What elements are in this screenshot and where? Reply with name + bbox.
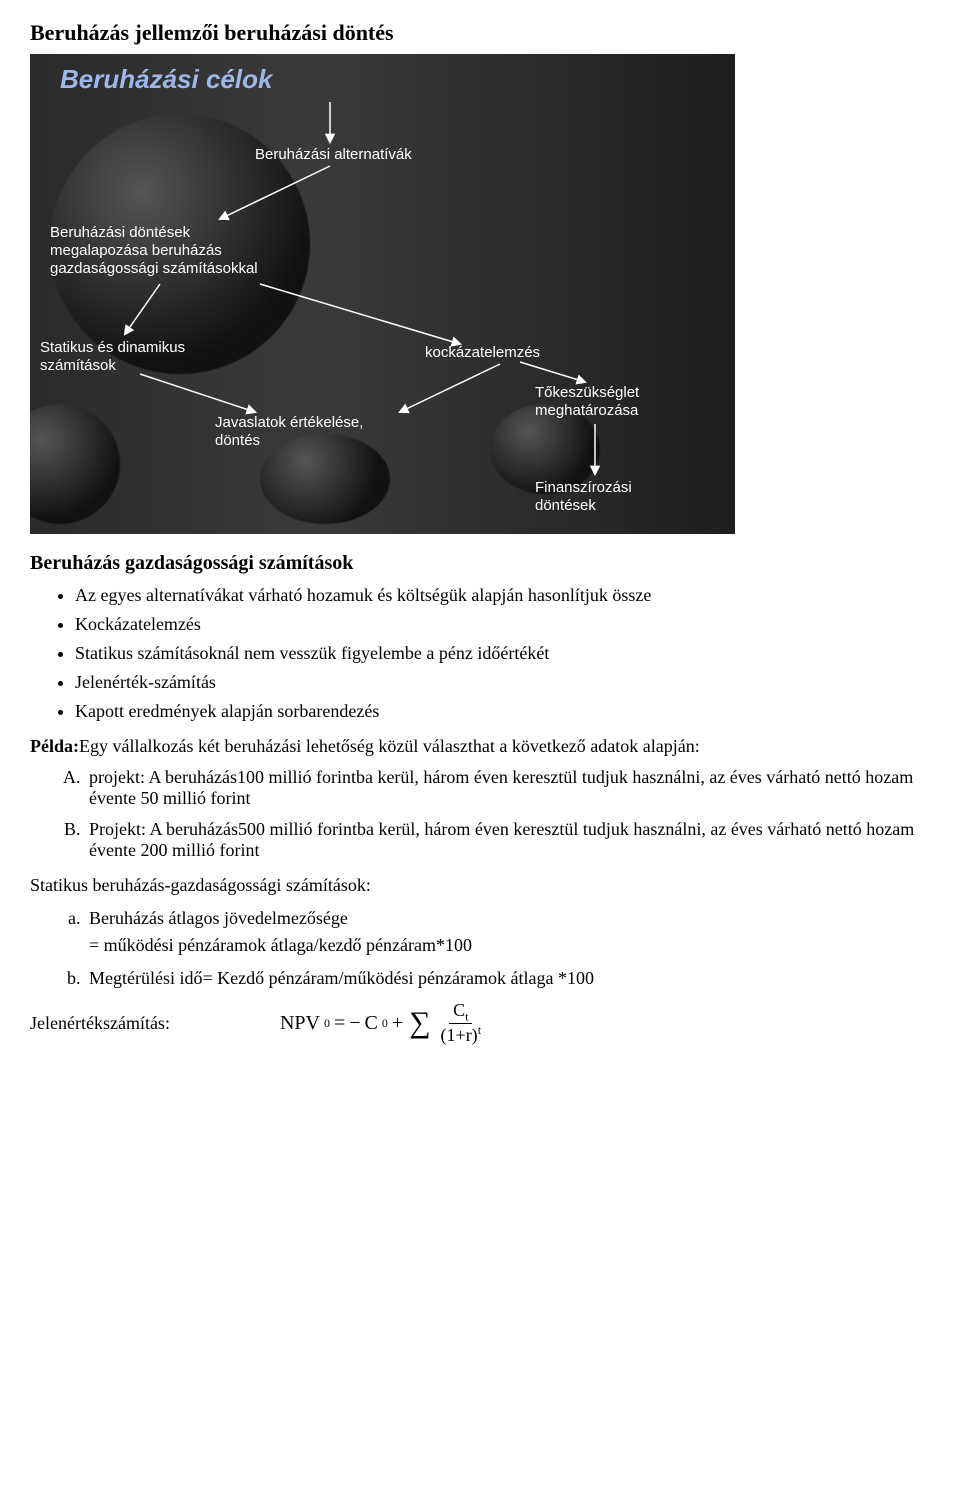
list-item: Kapott eredmények alapján sorbarendezés	[75, 701, 930, 722]
page-title: Beruházás jellemzői beruházási döntés	[30, 20, 930, 46]
list-item: Beruházás átlagos jövedelmezősége = műkö…	[85, 908, 930, 956]
node-javas: Javaslatok értékelése, döntés	[215, 414, 363, 450]
f-plus: +	[392, 1012, 403, 1035]
list-item: Kockázatelemzés	[75, 614, 930, 635]
list-item: Megtérülési idő= Kezdő pénzáram/működési…	[85, 968, 930, 989]
example-label: Példa:	[30, 736, 79, 756]
sigma: ∑	[409, 1008, 430, 1038]
frac-den: (1+r)t	[437, 1024, 485, 1045]
static-list: Beruházás átlagos jövedelmezősége = műkö…	[30, 908, 930, 989]
f-minus: −	[349, 1012, 360, 1035]
node-finansz: Finanszírozási döntések	[535, 479, 632, 515]
bg-blob	[30, 404, 120, 524]
formula-row: Jelenértékszámítás: NPV0 = − C0 + ∑ Ct (…	[30, 1001, 930, 1045]
list-item: projekt: A beruházás100 millió forintba …	[85, 767, 930, 809]
npv-formula: NPV0 = − C0 + ∑ Ct (1+r)t	[280, 1001, 485, 1045]
list-item: Projekt: A beruházás500 millió forintba …	[85, 819, 930, 861]
list-item: Statikus számításoknál nem vesszük figye…	[75, 643, 930, 664]
frac-num: Ct	[449, 1001, 472, 1024]
f-lhs: NPV	[280, 1012, 320, 1035]
pv-label: Jelenértékszámítás:	[30, 1013, 170, 1034]
node-statdin: Statikus és dinamikus számítások	[40, 339, 185, 375]
list-item: Az egyes alternatívákat várható hozamuk …	[75, 585, 930, 606]
f-c0: C	[365, 1012, 378, 1035]
f-den-exp: t	[478, 1023, 481, 1037]
fraction: Ct (1+r)t	[437, 1001, 485, 1045]
node-megalap: Beruházási döntések megalapozása beruház…	[50, 224, 258, 278]
f-num-t: t	[465, 1010, 468, 1024]
node-kock: kockázatelemzés	[425, 344, 540, 362]
node-toke: Tőkeszükséglet meghatározása	[535, 384, 639, 420]
list-item: Jelenérték-számítás	[75, 672, 930, 693]
bullet-list: Az egyes alternatívákat várható hozamuk …	[30, 585, 930, 722]
banner-title: Beruházási célok	[60, 64, 272, 95]
static-heading: Statikus beruházás-gazdaságossági számít…	[30, 875, 930, 896]
node-alt: Beruházási alternatívák	[255, 146, 412, 164]
f-den-base: (1+r)	[441, 1025, 478, 1045]
project-list: projekt: A beruházás100 millió forintba …	[30, 767, 930, 861]
example-intro: Példa:Egy vállalkozás két beruházási leh…	[30, 736, 930, 757]
item-text: Beruházás átlagos jövedelmezősége	[89, 908, 348, 928]
example-text: Egy vállalkozás két beruházási lehetőség…	[79, 736, 700, 756]
sub-line: = működési pénzáramok átlaga/kezdő pénzá…	[89, 935, 930, 956]
flow-diagram: Beruházási célok Beruházási alternatívák…	[30, 54, 735, 534]
f-num-c: C	[453, 1000, 465, 1020]
section-heading: Beruházás gazdaságossági számítások	[30, 552, 930, 575]
f-eq: =	[334, 1012, 345, 1035]
f-sub0: 0	[382, 1016, 388, 1031]
f-sub: 0	[324, 1016, 330, 1031]
